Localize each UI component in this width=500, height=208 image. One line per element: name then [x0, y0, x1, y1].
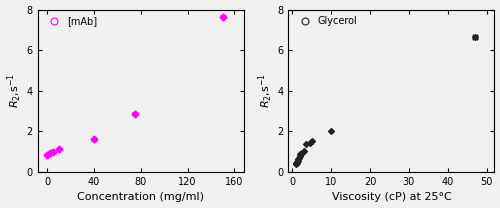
- Legend: [mAb]: [mAb]: [42, 14, 99, 28]
- Y-axis label: $R_{2}$,s$^{-1}$: $R_{2}$,s$^{-1}$: [6, 73, 24, 108]
- X-axis label: Viscosity (cP) at 25°C: Viscosity (cP) at 25°C: [332, 192, 452, 202]
- Y-axis label: $R_{2}$,s$^{-1}$: $R_{2}$,s$^{-1}$: [256, 73, 274, 108]
- Legend: Glycerol: Glycerol: [294, 14, 360, 28]
- X-axis label: Concentration (mg/ml): Concentration (mg/ml): [78, 192, 204, 202]
